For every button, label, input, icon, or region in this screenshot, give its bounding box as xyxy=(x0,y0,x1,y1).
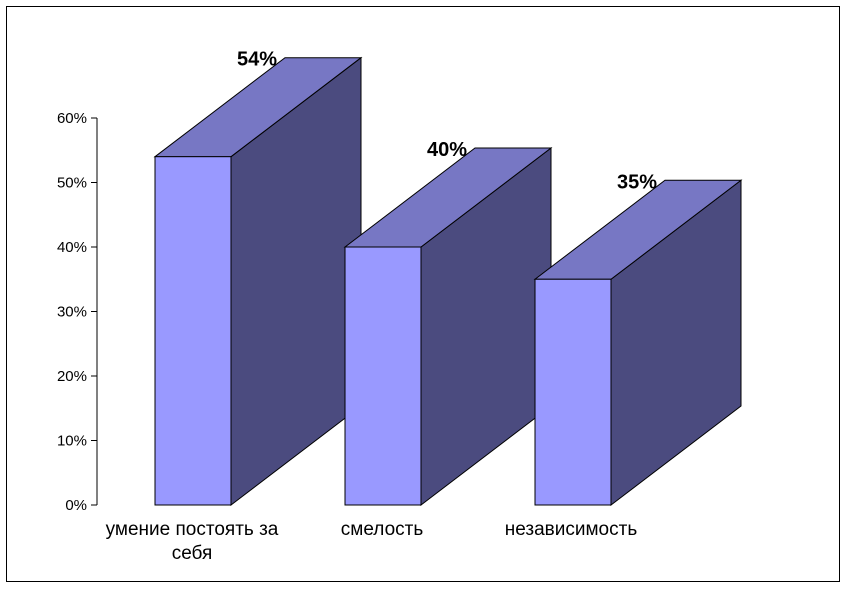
y-tick-label: 20% xyxy=(57,368,87,385)
y-tick-label: 0% xyxy=(65,497,87,514)
bar xyxy=(344,246,422,506)
category-label: смелость xyxy=(341,519,424,540)
category-label: умение постоять за xyxy=(106,519,279,540)
data-label: 35% xyxy=(617,171,657,193)
bar xyxy=(534,278,612,506)
category-label: независимость xyxy=(505,519,638,540)
bar xyxy=(154,156,232,506)
y-tick-label: 10% xyxy=(57,433,87,450)
y-tick-label: 40% xyxy=(57,239,87,256)
data-label: 40% xyxy=(427,139,467,161)
y-tick-label: 30% xyxy=(57,304,87,321)
category-label: себя xyxy=(172,543,213,564)
data-label: 54% xyxy=(237,49,277,71)
y-tick-label: 60% xyxy=(57,110,87,127)
y-tick-label: 50% xyxy=(57,175,87,192)
